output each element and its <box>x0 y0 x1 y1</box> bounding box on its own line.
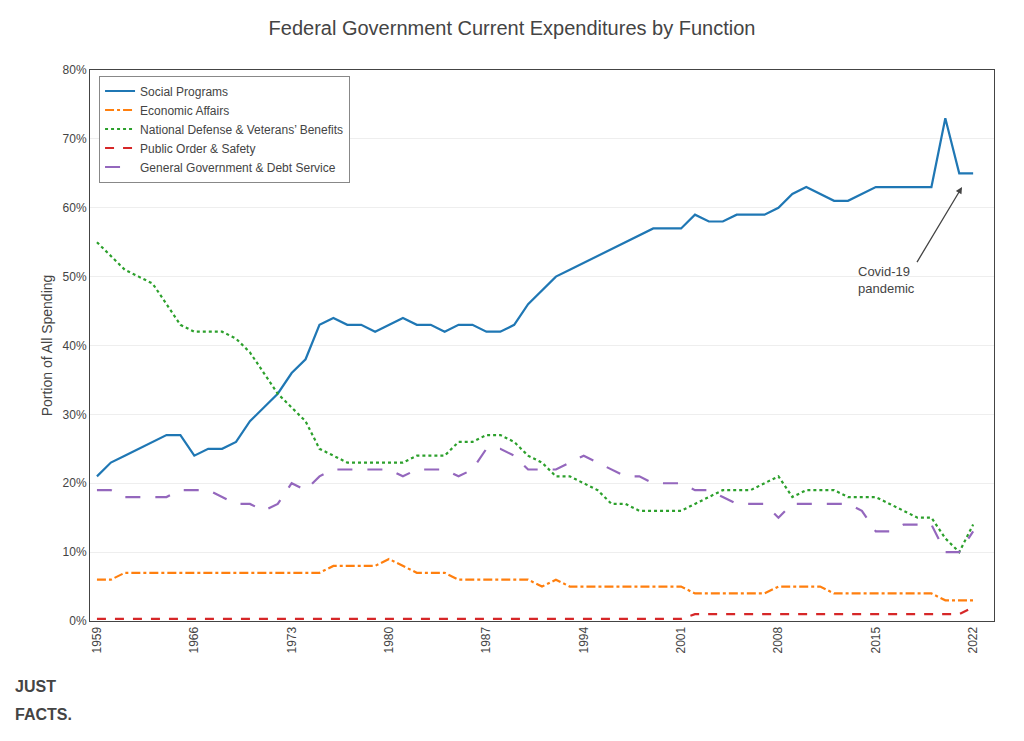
svg-text:50%: 50% <box>63 270 87 284</box>
svg-text:1980: 1980 <box>382 626 396 653</box>
svg-text:General Government & Debt Serv: General Government & Debt Service <box>140 161 336 175</box>
svg-text:National Defense & Veterans’ B: National Defense & Veterans’ Benefits <box>140 123 343 137</box>
svg-text:60%: 60% <box>63 201 87 215</box>
svg-text:0%: 0% <box>69 614 87 628</box>
svg-text:80%: 80% <box>63 63 87 77</box>
svg-text:2015: 2015 <box>869 626 883 653</box>
svg-text:40%: 40% <box>63 339 87 353</box>
svg-text:30%: 30% <box>63 408 87 422</box>
svg-text:Social Programs: Social Programs <box>140 85 228 99</box>
svg-text:Covid-19pandemic: Covid-19pandemic <box>858 264 915 296</box>
svg-text:1959: 1959 <box>90 626 104 653</box>
svg-text:2001: 2001 <box>674 626 688 653</box>
svg-text:2022: 2022 <box>966 626 980 653</box>
svg-text:Federal Government Current Exp: Federal Government Current Expenditures … <box>269 17 756 39</box>
svg-text:FACTS.: FACTS. <box>15 706 72 723</box>
svg-text:1973: 1973 <box>285 626 299 653</box>
svg-text:2008: 2008 <box>771 626 785 653</box>
svg-text:20%: 20% <box>63 476 87 490</box>
svg-text:JUST: JUST <box>15 678 56 695</box>
svg-text:Portion of All Spending: Portion of All Spending <box>39 275 55 417</box>
svg-text:1966: 1966 <box>187 626 201 653</box>
svg-text:10%: 10% <box>63 545 87 559</box>
svg-text:Economic Affairs: Economic Affairs <box>140 104 229 118</box>
svg-text:Public Order & Safety: Public Order & Safety <box>140 142 255 156</box>
svg-text:1987: 1987 <box>479 626 493 653</box>
svg-text:1994: 1994 <box>577 626 591 653</box>
svg-text:70%: 70% <box>63 132 87 146</box>
